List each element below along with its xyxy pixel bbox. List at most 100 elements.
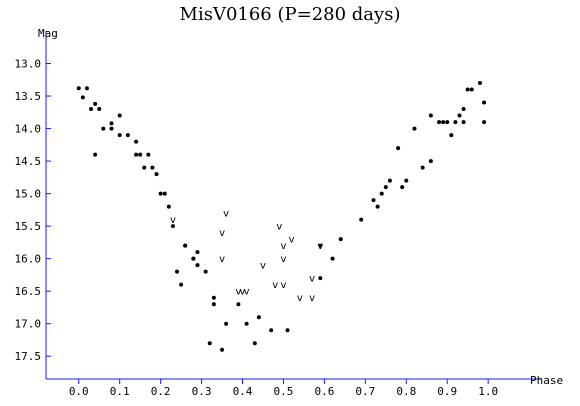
data-point bbox=[285, 328, 290, 333]
upper-limit-mark: v bbox=[219, 228, 225, 239]
y-tick-label: 16.5 bbox=[15, 285, 42, 298]
data-point bbox=[158, 191, 163, 196]
data-point bbox=[117, 133, 122, 138]
y-tick-label: 13.5 bbox=[15, 90, 42, 103]
data-point bbox=[150, 165, 155, 170]
upper-limit-mark: v bbox=[280, 280, 286, 291]
data-point bbox=[101, 126, 106, 131]
x-tick-label: 0.0 bbox=[69, 385, 89, 398]
x-tick-label: 1.0 bbox=[478, 385, 498, 398]
data-point bbox=[162, 191, 167, 196]
data-point bbox=[477, 81, 482, 86]
x-tick-label: 0.7 bbox=[355, 385, 375, 398]
data-point bbox=[207, 341, 212, 346]
y-tick-label: 17.0 bbox=[15, 318, 42, 331]
data-point bbox=[461, 120, 466, 125]
data-point bbox=[256, 315, 261, 320]
data-point bbox=[97, 107, 102, 112]
upper-limit-mark: v bbox=[309, 293, 315, 304]
x-tick-label: 0.3 bbox=[192, 385, 212, 398]
data-point bbox=[449, 133, 454, 138]
upper-limit-mark: v bbox=[289, 235, 295, 246]
data-point bbox=[252, 341, 257, 346]
upper-limit-mark: v bbox=[280, 241, 286, 252]
data-point bbox=[383, 185, 388, 190]
data-point bbox=[412, 126, 417, 131]
data-point bbox=[236, 302, 241, 307]
data-point bbox=[195, 250, 200, 255]
data-point bbox=[109, 126, 114, 131]
data-point bbox=[428, 113, 433, 118]
data-point bbox=[203, 269, 208, 274]
y-tick-label: 15.0 bbox=[15, 188, 42, 201]
chart-title: MisV0166 (P=280 days) bbox=[179, 4, 401, 25]
data-point bbox=[330, 256, 335, 261]
data-point bbox=[338, 237, 343, 242]
data-point bbox=[482, 100, 487, 105]
x-tick-label: 0.2 bbox=[151, 385, 171, 398]
upper-limit-mark: v bbox=[272, 280, 278, 291]
data-point bbox=[146, 152, 151, 157]
data-point bbox=[134, 139, 139, 144]
data-point bbox=[379, 191, 384, 196]
data-point bbox=[134, 152, 139, 157]
data-point bbox=[318, 276, 323, 281]
data-point bbox=[191, 256, 196, 261]
data-point bbox=[437, 120, 442, 125]
data-point bbox=[170, 224, 175, 229]
y-tick-label: 14.0 bbox=[15, 123, 42, 136]
data-point bbox=[457, 113, 462, 118]
data-point bbox=[318, 243, 323, 248]
x-tick-label: 0.8 bbox=[396, 385, 416, 398]
data-point bbox=[469, 87, 474, 92]
data-point bbox=[371, 198, 376, 203]
upper-limit-mark: v bbox=[276, 222, 282, 233]
data-point bbox=[211, 295, 216, 300]
data-point bbox=[179, 282, 184, 287]
data-point bbox=[93, 101, 98, 106]
upper-limit-mark: v bbox=[317, 241, 323, 252]
data-point bbox=[220, 347, 225, 352]
data-point bbox=[404, 178, 409, 183]
upper-limit-mark: v bbox=[280, 254, 286, 265]
x-tick-label: 0.4 bbox=[233, 385, 253, 398]
data-point bbox=[445, 120, 450, 125]
data-point bbox=[138, 152, 143, 157]
upper-limit-mark: v bbox=[219, 254, 225, 265]
upper-limit-mark: v bbox=[309, 274, 315, 285]
data-point bbox=[428, 159, 433, 164]
data-point bbox=[400, 185, 405, 190]
upper-limit-mark: v bbox=[235, 287, 241, 298]
data-point bbox=[359, 217, 364, 222]
data-point bbox=[211, 302, 216, 307]
data-point bbox=[244, 321, 249, 326]
upper-limit-mark: v bbox=[260, 261, 266, 272]
x-tick-label: 0.5 bbox=[274, 385, 294, 398]
data-point bbox=[183, 243, 188, 248]
data-point bbox=[453, 120, 458, 125]
data-point bbox=[80, 95, 85, 100]
x-tick-label: 0.1 bbox=[110, 385, 130, 398]
x-tick-label: 0.6 bbox=[314, 385, 334, 398]
data-point bbox=[175, 269, 180, 274]
y-tick-label: 13.0 bbox=[15, 58, 42, 71]
upper-limit-mark: v bbox=[297, 293, 303, 304]
data-point bbox=[142, 165, 147, 170]
upper-limit-mark: v bbox=[223, 209, 229, 220]
data-point bbox=[109, 121, 114, 126]
data-point bbox=[441, 120, 446, 125]
data-point bbox=[76, 86, 81, 91]
data-point bbox=[269, 328, 274, 333]
axes: Mag Phase 0.0 0.1 0.2 0.3 0.4 0.5 0.6 0.7 0.8 0.9 1.… bbox=[15, 27, 564, 398]
data-point bbox=[420, 165, 425, 170]
y-tick-label: 15.5 bbox=[15, 220, 42, 233]
y-tick-label: 14.5 bbox=[15, 155, 42, 168]
upper-limit-mark: v bbox=[244, 287, 250, 298]
y-axis-title: Mag bbox=[38, 27, 58, 40]
data-point bbox=[461, 107, 466, 112]
data-point bbox=[166, 204, 171, 209]
data-point bbox=[89, 107, 94, 112]
data-point bbox=[93, 152, 98, 157]
data-point bbox=[125, 133, 130, 138]
